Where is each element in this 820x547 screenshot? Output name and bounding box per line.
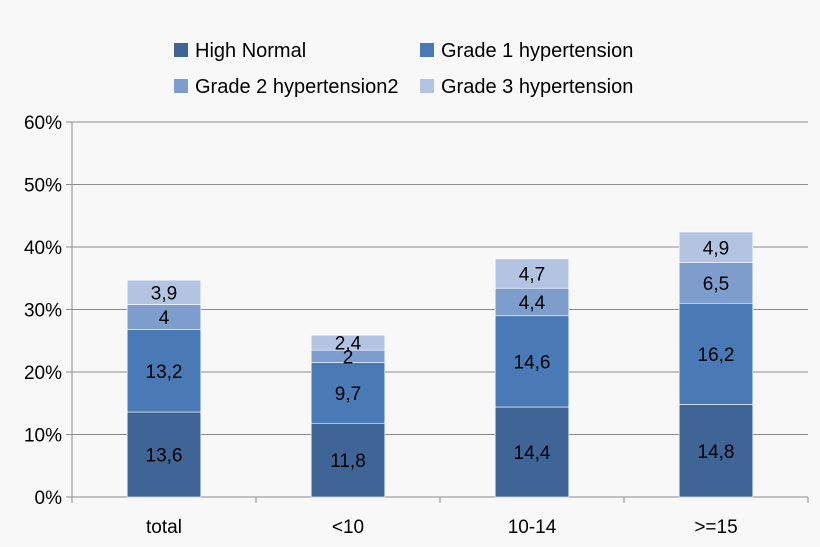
data-label: 3,9: [151, 283, 177, 304]
data-labels: 13,6 13,2 4 3,9 11,8 9,7 22,4 14,4 14,6 4,4 4,7 14,…: [146, 238, 735, 472]
y-tick-label: 30%: [24, 301, 62, 322]
data-label: 4,9: [703, 238, 729, 259]
y-tick-label: 20%: [24, 363, 62, 384]
bar-segment: [494, 258, 570, 289]
x-tick-label: <10: [332, 517, 364, 538]
data-label: 13,6: [146, 446, 183, 467]
data-label: 14,4: [514, 443, 551, 464]
legend-swatch: [420, 79, 434, 93]
bar-segment: [494, 287, 570, 317]
bar-segment: [126, 304, 202, 330]
data-label: 14,8: [698, 442, 735, 463]
data-label: 16,2: [698, 345, 735, 366]
axes: 0% 10% 20% 30% 40% 50% 60% total <10 10-14 >=15: [24, 113, 809, 538]
legend: High Normal Grade 1 hypertension Grade 2 h…: [174, 40, 633, 98]
bar-segment: [678, 262, 754, 304]
x-tick-label: 10-14: [508, 517, 557, 538]
legend-label: Grade 2 hypertension2: [195, 76, 398, 98]
bar-segment: [310, 334, 386, 351]
legend-swatch: [420, 43, 434, 57]
legend-label: Grade 3 hypertension: [441, 76, 633, 98]
legend-swatch: [174, 79, 188, 93]
bar-segment: [126, 329, 202, 413]
bar-segment: [678, 231, 754, 263]
data-label: 11,8: [330, 451, 366, 472]
y-tick-label: 10%: [24, 426, 62, 447]
x-tick-label: >=15: [694, 517, 737, 538]
data-label: 13,2: [146, 362, 183, 383]
data-label: 4,4: [519, 293, 546, 314]
bars: [126, 231, 754, 498]
data-label: 6,5: [703, 274, 729, 295]
x-tick-label: total: [146, 517, 182, 538]
y-tick-label: 60%: [24, 113, 62, 134]
legend-label: Grade 1 hypertension: [441, 40, 633, 62]
bar-segment: [678, 404, 754, 498]
bar-segment: [310, 422, 386, 498]
y-tick-label: 50%: [24, 176, 62, 197]
data-label: 4: [159, 308, 170, 329]
legend-label: High Normal: [195, 40, 306, 62]
data-label: 4,7: [519, 265, 545, 286]
legend-swatch: [174, 43, 188, 57]
bar-segment: [494, 315, 570, 408]
bar-segment: [494, 406, 570, 498]
bar-segment: [126, 411, 202, 498]
data-label: 9,7: [335, 384, 361, 405]
y-tick-label: 40%: [24, 238, 62, 259]
y-tick-label: 0%: [35, 488, 63, 509]
data-label: 2: [343, 347, 354, 368]
bar-segment: [126, 279, 202, 305]
data-label: 2,4: [335, 334, 362, 355]
data-label: 14,6: [514, 352, 551, 373]
bar-segment: [310, 362, 386, 424]
bar-segment: [678, 302, 754, 405]
